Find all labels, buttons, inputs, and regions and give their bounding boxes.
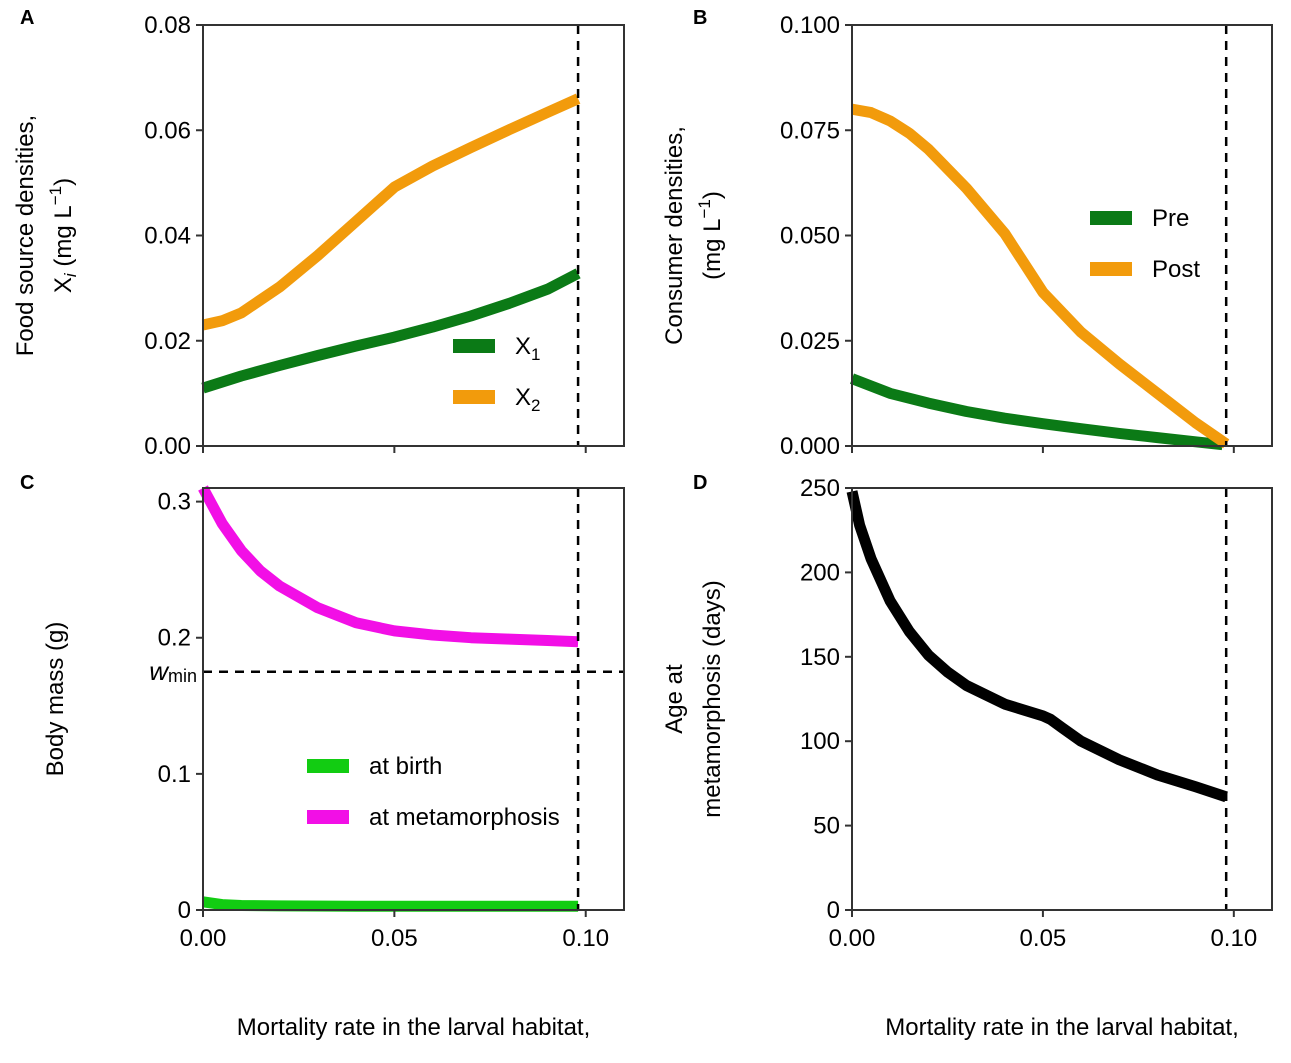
panel-c-xtick-label: 0.10 [562, 925, 609, 952]
panel-b-ylabel-line2: (mg L−1) [695, 191, 726, 280]
panel-d-ytick-label: 200 [800, 559, 840, 586]
panel-d: D 0 50 100 150 200 250 0.00 0.05 0.10 Age at metamo… [661, 472, 1273, 1041]
panel-d-ytick-label: 100 [800, 728, 840, 755]
panel-b-ytick-label: 0.050 [780, 223, 840, 250]
panel-c-ytick-label: 0.1 [158, 761, 191, 788]
panel-c-ytick-label: 0.3 [158, 489, 191, 516]
panel-d-ylabel-line1: Age at [661, 664, 688, 734]
panel-a-legend-swatch-1 [453, 339, 495, 353]
panel-a-legend-label-2: X2 [515, 384, 540, 415]
panel-c-legend-swatch-2 [307, 810, 349, 824]
panel-a-series-1-line [201, 268, 581, 394]
panel-c-xtick-label: 0.05 [371, 925, 418, 952]
panel-d-xtick-label: 0.05 [1020, 925, 1067, 952]
panel-d-series-1-line [846, 490, 1228, 803]
panel-b-ytick-label: 0.025 [780, 328, 840, 355]
panel-d-frame [851, 487, 1273, 911]
panel-b-series-1-line [850, 373, 1223, 451]
panel-d-ytick-label: 50 [813, 813, 840, 840]
panel-a-ytick-label: 0.06 [144, 117, 191, 144]
panel-b-series-2-line [851, 103, 1230, 449]
panel-c-legend-label-1: at birth [369, 753, 442, 780]
panel-c-ytick-label: 0 [178, 897, 191, 924]
panel-a-ytick-label: 0.00 [144, 433, 191, 460]
panel-a: A 0.00 0.02 0.04 0.06 0.08 Food source densiti… [12, 7, 625, 460]
panel-b: B 0.000 0.025 0.050 0.075 0.100 Consumer densi… [661, 7, 1273, 460]
panel-b-ylabel-line1: Consumer densities, [661, 126, 688, 345]
panel-b-ytick-label: 0.000 [780, 433, 840, 460]
panel-a-ylabel-line1: Food source densities, [12, 115, 39, 356]
panel-b-legend-swatch-2 [1090, 262, 1132, 276]
panel-a-ylabel-line2: Xi (mg L−1) [46, 178, 80, 293]
panel-d-xtick-label: 0.10 [1210, 925, 1257, 952]
panel-d-xtick-label: 0.00 [829, 925, 876, 952]
panel-c-legend-swatch-1 [307, 759, 349, 773]
panel-b-frame [851, 24, 1273, 447]
panel-c-xtick-label: 0.00 [180, 925, 227, 952]
panel-d-ylabel-line2: metamorphosis (days) [699, 580, 726, 817]
panel-b-legend-swatch-1 [1090, 211, 1132, 225]
panel-c-series-1-line [202, 896, 579, 912]
panel-b-ytick-label: 0.100 [780, 12, 840, 39]
panel-c-letter: C [20, 472, 34, 494]
panel-a-letter: A [20, 7, 34, 29]
panel-d-xlabel-line1: Mortality rate in the larval habitat, [885, 1014, 1239, 1041]
panel-c-series-2-line [198, 485, 579, 648]
panel-c-frame [202, 487, 625, 911]
panel-b-letter: B [693, 7, 707, 29]
panel-b-legend-label-2: Post [1152, 256, 1200, 283]
panel-b-legend-label-1: Pre [1152, 205, 1189, 232]
panel-d-letter: D [693, 472, 707, 494]
panel-d-ytick-label: 0 [827, 897, 840, 924]
panel-a-ytick-label: 0.08 [144, 12, 191, 39]
panel-d-ytick-label: 150 [800, 644, 840, 671]
panel-c-hline-label: wmin [149, 656, 197, 686]
panel-a-ytick-label: 0.04 [144, 223, 191, 250]
panel-c-ytick-label: 0.2 [158, 625, 191, 652]
panel-a-legend-label-1: X1 [515, 333, 540, 364]
panel-a-legend-swatch-2 [453, 390, 495, 404]
panel-c-ylabel-line1: Body mass (g) [42, 622, 69, 777]
panel-c-legend-label-2: at metamorphosis [369, 804, 560, 831]
panel-c-xlabel-line1: Mortality rate in the larval habitat, [237, 1014, 591, 1041]
panel-b-ytick-label: 0.075 [780, 117, 840, 144]
panel-a-ytick-label: 0.02 [144, 328, 191, 355]
panel-a-frame [202, 24, 625, 447]
panel-d-ytick-label: 250 [800, 475, 840, 502]
panel-a-series-2-line [201, 93, 581, 331]
